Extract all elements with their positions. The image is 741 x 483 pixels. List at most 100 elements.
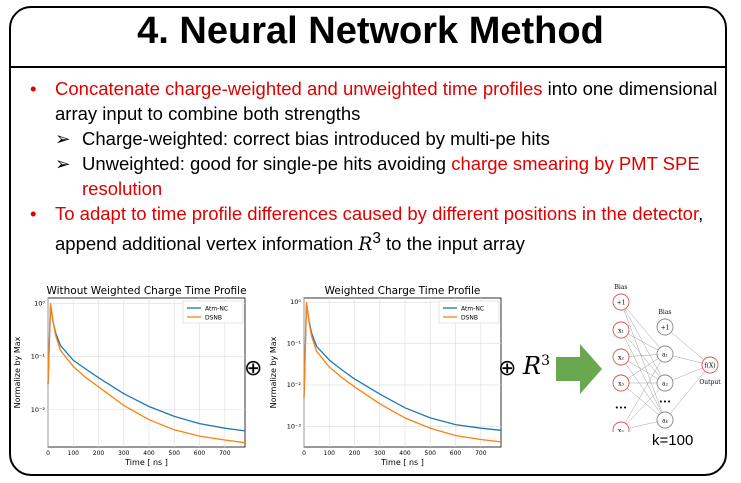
edge: [620, 382, 666, 421]
series-line-dsnb: [303, 302, 502, 443]
x-tick-label: 500: [425, 450, 437, 457]
edge: [620, 356, 666, 384]
edge: [620, 301, 666, 421]
bullet-2-highlight: To adapt to time profile differences cau…: [55, 203, 699, 224]
bullet-dot: •: [30, 78, 37, 99]
edge: [620, 329, 666, 384]
output-node: [701, 356, 719, 374]
bullet-list: • Concatenate charge-weighted and unweig…: [30, 76, 720, 257]
edge: [664, 364, 711, 421]
x-axis-label: Time [ ns ]: [124, 458, 168, 467]
y-tick-label: 10⁻¹: [287, 340, 302, 348]
chart-title: Without Weighted Charge Time Profile: [46, 285, 246, 297]
edge: [620, 353, 666, 384]
sub-bullet-2-highlight: charge smearing by PMT SPE resolution: [82, 153, 700, 199]
chart-title: Weighted Charge Time Profile: [325, 285, 481, 297]
legend-label: DSNB: [461, 315, 478, 322]
x-tick-label: 400: [399, 450, 411, 457]
legend-label: Atm-NC: [461, 306, 484, 313]
edge: [664, 326, 711, 366]
input-node-label: x₁: [618, 328, 624, 335]
hidden-node-label: aₖ: [662, 418, 669, 425]
edge: [620, 301, 666, 384]
input-node-label: xₙ: [618, 428, 624, 433]
hidden-node: [656, 345, 674, 363]
y-tick-label: 10⁰: [290, 298, 301, 306]
input-node: [612, 374, 630, 392]
oplus-symbol-2: ⊕: [498, 356, 517, 381]
bullet-dot: •: [30, 203, 37, 224]
y-tick-label: 10⁻³: [287, 422, 302, 430]
bullet-1-highlight: Concatenate charge-weighted and unweight…: [55, 78, 543, 99]
chart-svg: Without Weighted Charge Time Profile 0 100…: [13, 285, 247, 467]
r3-base: R: [523, 352, 542, 380]
input-node: [612, 421, 630, 432]
hidden-node-label: a₁: [662, 352, 668, 359]
y-axis-label: Normalize by Max: [269, 336, 278, 408]
x-tick-label: 700: [219, 450, 231, 457]
y-tick-label: 10⁻¹: [31, 353, 46, 361]
x-tick-label: 100: [324, 450, 336, 457]
sub-bullet-2-text: Unweighted: good for single-pe hits avoi…: [82, 153, 452, 174]
output-label: Output: [699, 379, 721, 386]
vertex-superscript: 3: [372, 230, 381, 247]
x-tick-label: 200: [349, 450, 361, 457]
x-tick-label: 500: [169, 450, 181, 457]
legend-label: DSNB: [205, 315, 222, 322]
y-tick-label: 10⁻²: [287, 381, 302, 389]
hidden-node: [656, 318, 674, 336]
arrow-bullet-icon: ➢: [55, 153, 71, 174]
oplus-symbol-1: ⊕: [244, 356, 263, 381]
arrow-bullet-icon: ➢: [55, 128, 71, 149]
input-node-label: x₃: [618, 381, 624, 388]
hidden-ellipsis: •••: [659, 398, 671, 406]
input-node: [612, 348, 630, 366]
x-tick-label: 100: [68, 450, 80, 457]
y-axis-label: Normalize by Max: [13, 336, 22, 408]
green-arrow-icon: [556, 344, 602, 394]
chart-weighted: Weighted Charge Time Profile 0 100 200 300 40…: [266, 284, 506, 469]
chart-svg: Weighted Charge Time Profile 0 100 200 300 40…: [269, 285, 502, 467]
input-node: [612, 293, 630, 311]
x-tick-label: 0: [302, 450, 306, 457]
sub-bullet-1: ➢ Charge-weighted: correct bias introduc…: [30, 126, 720, 151]
bullet-2-text-a: , append additional vertex information: [55, 203, 704, 255]
hidden-node: [656, 374, 674, 392]
y-tick-label: 10⁰: [34, 299, 45, 307]
sub-bullet-1-text: Charge-weighted: correct bias introduced…: [82, 128, 550, 149]
r3-symbol: R3: [523, 352, 550, 380]
r3-superscript: 3: [541, 353, 550, 369]
x-tick-label: 600: [194, 450, 206, 457]
x-tick-label: 300: [374, 450, 386, 457]
legend-label: Atm-NC: [205, 306, 228, 313]
y-tick-label: 10⁻²: [31, 406, 46, 414]
x-tick-label: 600: [450, 450, 462, 457]
input-bias-label: Bias: [615, 284, 628, 291]
edge: [620, 353, 666, 431]
input-ellipsis: •••: [615, 404, 627, 412]
edge: [620, 382, 666, 431]
x-tick-label: 400: [143, 450, 155, 457]
edge: [620, 301, 666, 355]
x-tick-label: 300: [118, 450, 130, 457]
bullet-2-text-b: to the input array: [380, 233, 525, 255]
slide-title: 4. Neural Network Method: [137, 10, 604, 52]
sub-bullet-2: ➢ Unweighted: good for single-pe hits av…: [30, 151, 720, 201]
edge: [620, 356, 666, 421]
hidden-node-label: a₂: [662, 381, 669, 388]
output-node-label: f(X): [704, 363, 715, 370]
bullet-1: • Concatenate charge-weighted and unweig…: [30, 76, 720, 126]
title-divider: [10, 66, 726, 68]
k-label: k=100: [652, 432, 694, 449]
x-tick-label: 700: [475, 450, 487, 457]
x-tick-label: 200: [93, 450, 105, 457]
x-tick-label: 0: [46, 450, 50, 457]
input-node-label: x₂: [618, 355, 624, 362]
x-axis-label: Time [ ns ]: [380, 458, 424, 467]
chart-unweighted: Without Weighted Charge Time Profile 0 100…: [10, 284, 250, 469]
hidden-node: [656, 411, 674, 429]
bullet-2: • To adapt to time profile differences c…: [30, 201, 720, 257]
neural-network-diagram: Bias Bias +1 x₁ x₂ x₃ xₙ ••• +1 a₁ a₂ aₖ ••• f(X) Outp…: [612, 284, 721, 433]
vertex-symbol: R: [358, 234, 373, 256]
edge: [620, 329, 666, 421]
